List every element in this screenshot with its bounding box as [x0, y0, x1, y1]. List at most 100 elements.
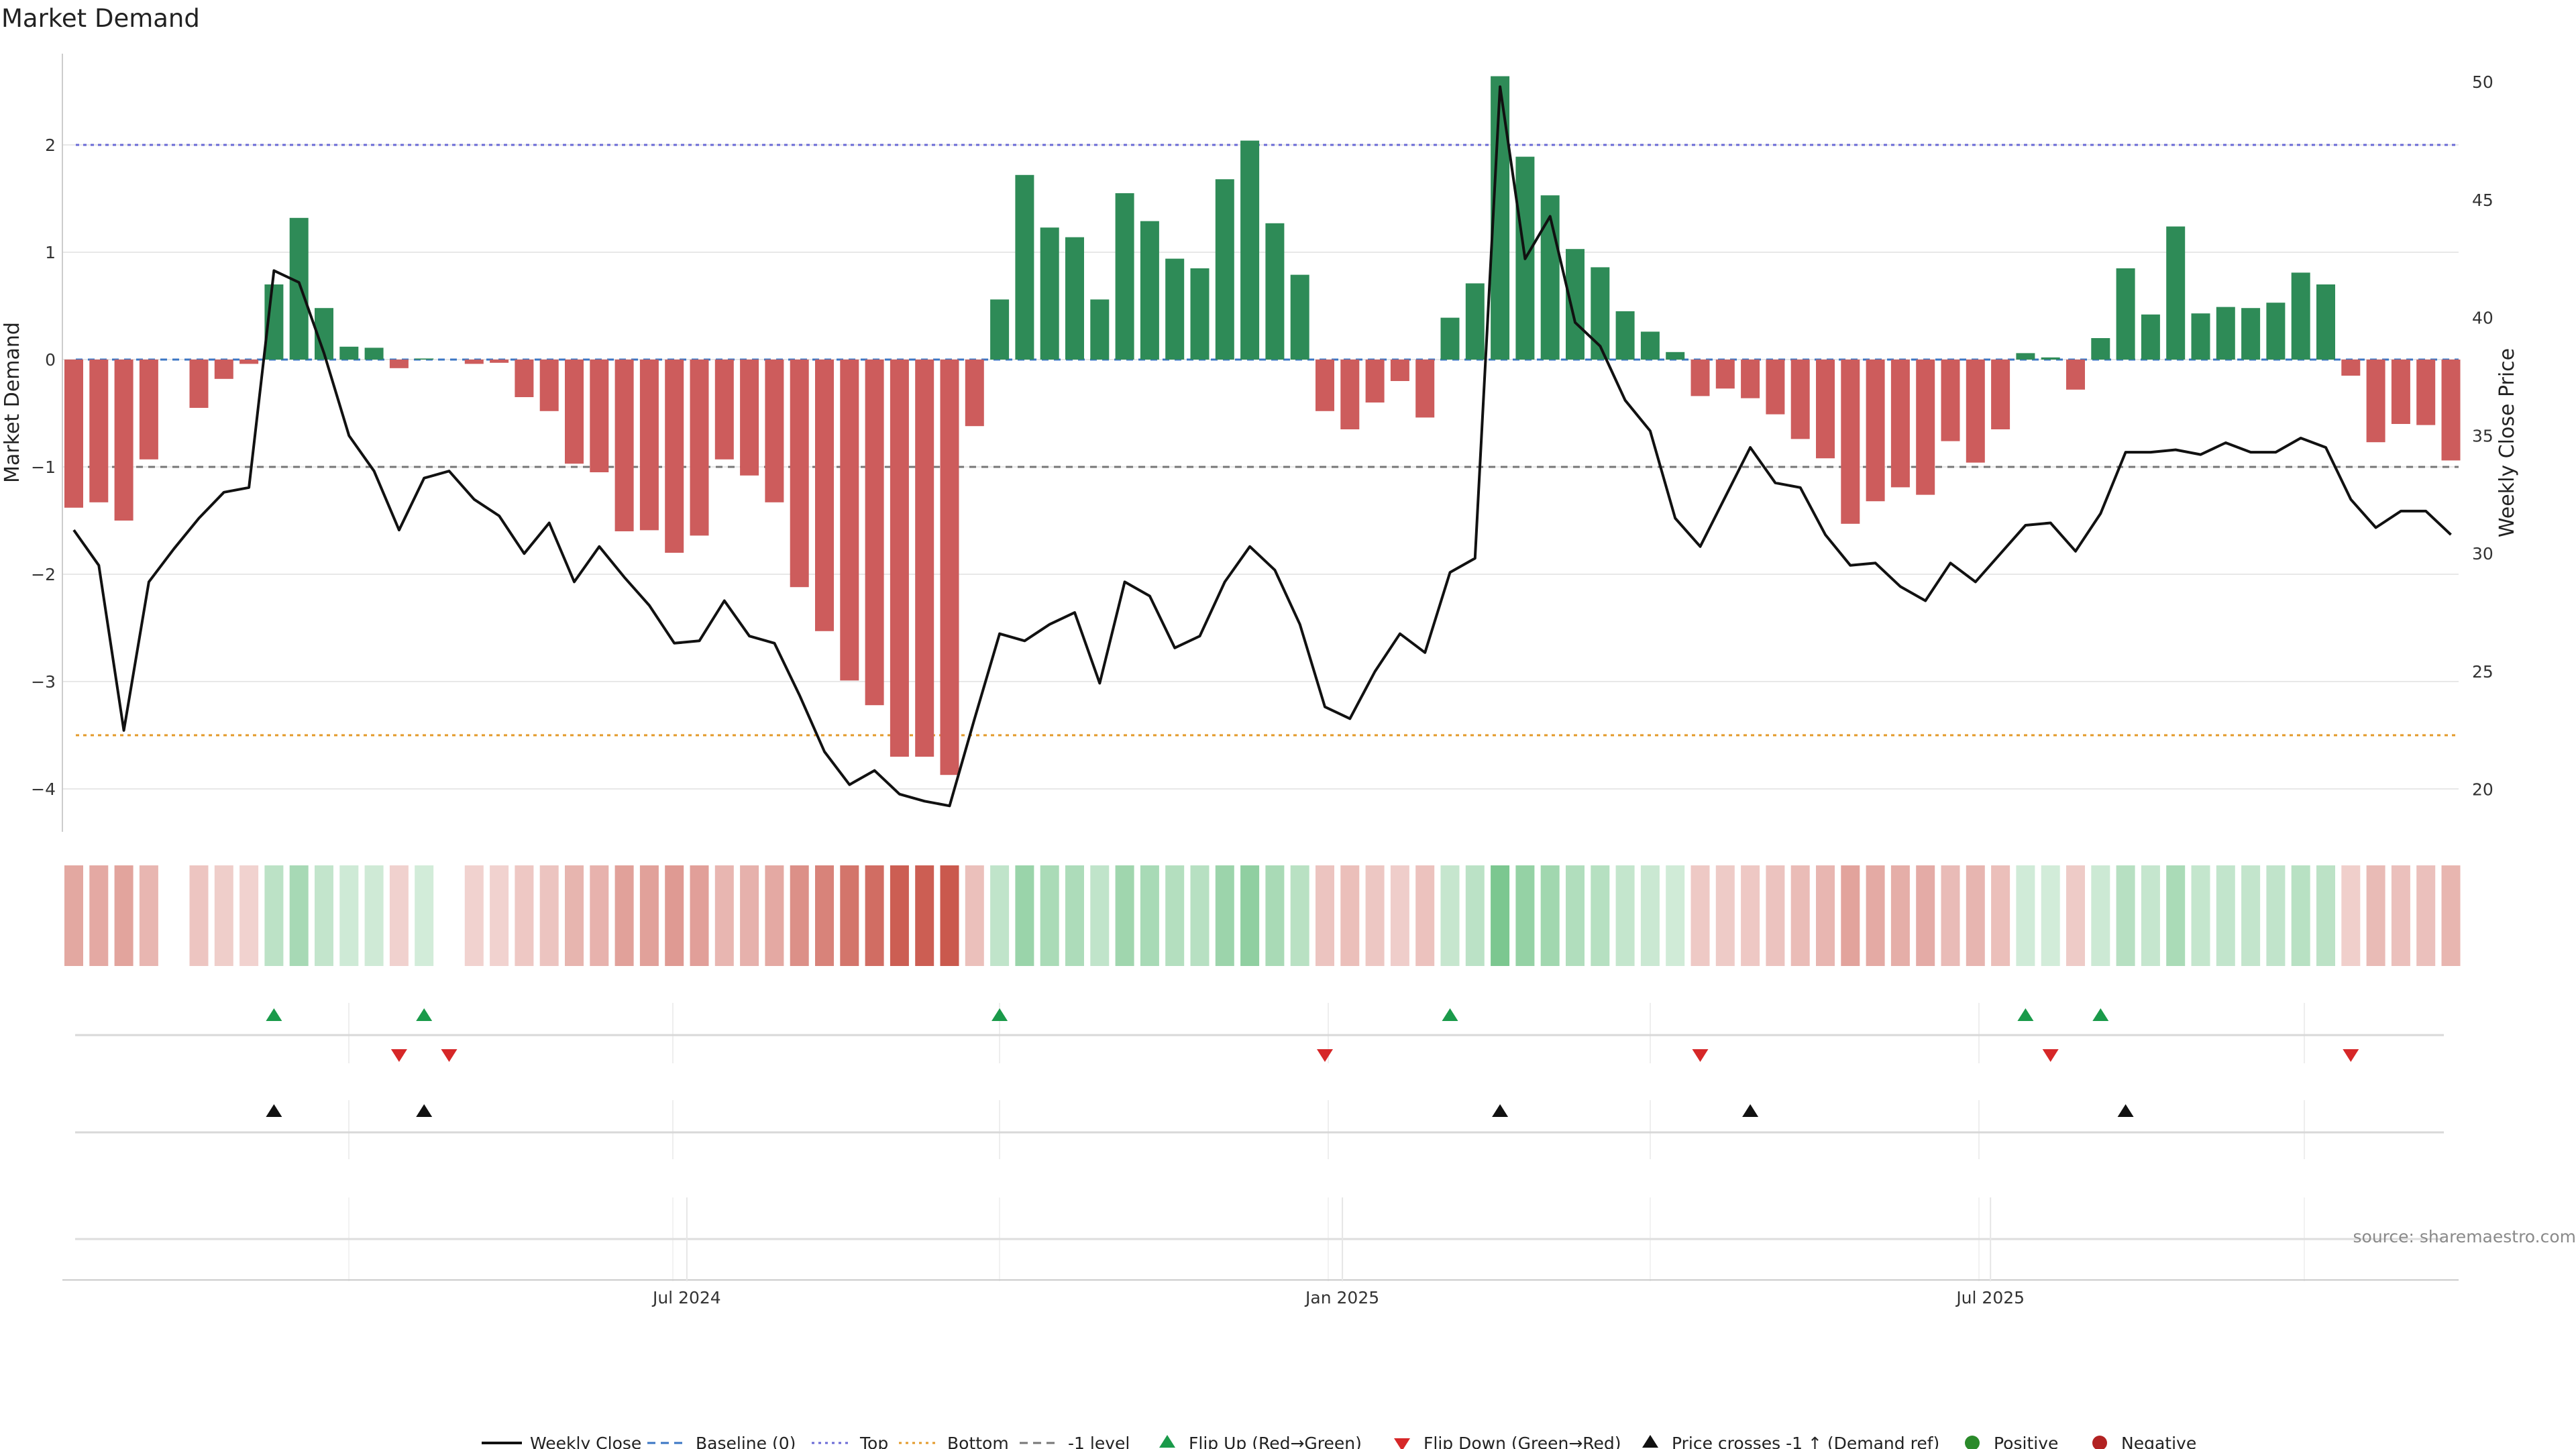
flip-up-marker	[991, 1008, 1008, 1021]
bar-positive	[1615, 311, 1635, 360]
strip-cell	[2216, 865, 2235, 966]
strip-cell	[364, 865, 384, 966]
x-axis: Jul 2024 Jan 2025 Jul 2025	[62, 1197, 2459, 1307]
bar-negative	[940, 360, 959, 775]
strip-cell	[1666, 865, 1685, 966]
legend-item: Top	[812, 1434, 888, 1449]
bar-positive	[2116, 268, 2135, 360]
strip-cell	[2016, 865, 2035, 966]
strip-cell	[1591, 865, 1610, 966]
bar-negative	[865, 360, 884, 706]
bar-negative	[539, 360, 559, 411]
bar-positive	[1115, 193, 1134, 360]
strip-cell	[490, 865, 509, 966]
price-line-layer	[72, 85, 2452, 808]
strip-cell	[64, 865, 83, 966]
flip-up-marker	[1442, 1008, 1458, 1021]
bar-negative	[965, 360, 984, 427]
bar-negative	[389, 360, 409, 368]
strip-cell	[1766, 865, 1785, 966]
legend-label: Negative	[2121, 1434, 2196, 1449]
bar-positive	[2241, 308, 2261, 360]
y-tick-label-right: 25	[2472, 662, 2493, 682]
bar-negative	[890, 360, 909, 757]
legend-item: Negative	[2092, 1434, 2196, 1449]
bar-positive	[1640, 331, 1660, 360]
bar-negative	[239, 360, 259, 364]
bar-positive	[2016, 353, 2035, 360]
bar-negative	[1890, 360, 1910, 488]
bar-negative	[1841, 360, 1860, 524]
demand-bars	[64, 76, 2461, 775]
y-tick-label-right: 50	[2472, 72, 2493, 92]
strip-cell	[389, 865, 409, 966]
strip-cell	[1040, 865, 1059, 966]
axes: 2 1 0 −1 −2 −3 −4 50 45 40 35 30 25 20	[31, 54, 2493, 832]
bar-negative	[665, 360, 684, 553]
bar-negative	[590, 360, 609, 472]
strip-cell	[765, 865, 784, 966]
legend-item: Price crosses -1 ↑ (Demand ref)	[1642, 1434, 1939, 1449]
strip-cell	[1841, 865, 1860, 966]
flip-down-marker	[2042, 1049, 2059, 1062]
bar-positive	[1440, 317, 1460, 360]
strip-cell	[690, 865, 709, 966]
strip-cell	[289, 865, 309, 966]
price-cross-marker	[266, 1104, 282, 1117]
legend-swatch	[1642, 1435, 1658, 1448]
flip-down-marker	[390, 1049, 407, 1062]
bar-negative	[714, 360, 734, 460]
legend-item: Flip Up (Red→Green)	[1159, 1434, 1362, 1449]
strip-cell	[2041, 865, 2060, 966]
x-tick-label: Jul 2024	[651, 1288, 721, 1307]
legend-item: Flip Down (Green→Red)	[1394, 1434, 1621, 1449]
bar-positive	[1465, 283, 1485, 360]
strip-cell	[1916, 865, 1935, 966]
strip-cell	[1365, 865, 1385, 966]
strip-cell	[665, 865, 684, 966]
strip-cell	[1741, 865, 1760, 966]
bar-negative	[815, 360, 834, 631]
strip-cell	[790, 865, 809, 966]
bar-positive	[1265, 223, 1285, 360]
legend-swatch	[1159, 1435, 1175, 1448]
bar-negative	[214, 360, 233, 379]
strip-cell	[1966, 865, 1985, 966]
bar-negative	[1415, 360, 1435, 418]
strip-cell	[315, 865, 333, 966]
strip-cell	[89, 865, 109, 966]
price-cross-marker	[1492, 1104, 1509, 1117]
legend-swatch	[2092, 1436, 2107, 1449]
legend-item: Weekly Close	[482, 1434, 641, 1449]
legend-label: Baseline (0)	[696, 1434, 796, 1449]
bar-negative	[1690, 360, 1710, 396]
bar-negative	[1316, 360, 1334, 411]
bar-negative	[1991, 360, 2010, 429]
bar-negative	[64, 360, 83, 508]
bar-positive	[415, 358, 434, 360]
strip-cell	[565, 865, 584, 966]
bar-negative	[765, 360, 784, 502]
bar-positive	[2166, 226, 2186, 360]
bar-negative	[2341, 360, 2361, 376]
strip-cell	[2116, 865, 2135, 966]
bar-negative	[639, 360, 659, 531]
legend-swatch	[1965, 1436, 1980, 1449]
bar-negative	[740, 360, 759, 476]
strip-cell	[114, 865, 133, 966]
y-tick-label-left: −2	[31, 565, 56, 584]
strip-cell	[1715, 865, 1735, 966]
strip-cell	[639, 865, 659, 966]
strip-cell	[1090, 865, 1110, 966]
y-tick-label-right: 30	[2472, 544, 2493, 564]
legend-label: Flip Up (Red→Green)	[1189, 1434, 1362, 1449]
legend-item: Baseline (0)	[647, 1434, 796, 1449]
flip-up-marker	[2017, 1008, 2034, 1021]
legend-label: Top	[859, 1434, 888, 1449]
y-tick-label-right: 40	[2472, 309, 2493, 328]
price-cross-marker	[2117, 1104, 2134, 1117]
bar-positive	[2191, 313, 2210, 360]
strip-cell	[590, 865, 609, 966]
demand-color-strip	[64, 865, 2461, 966]
bar-positive	[1240, 140, 1260, 360]
